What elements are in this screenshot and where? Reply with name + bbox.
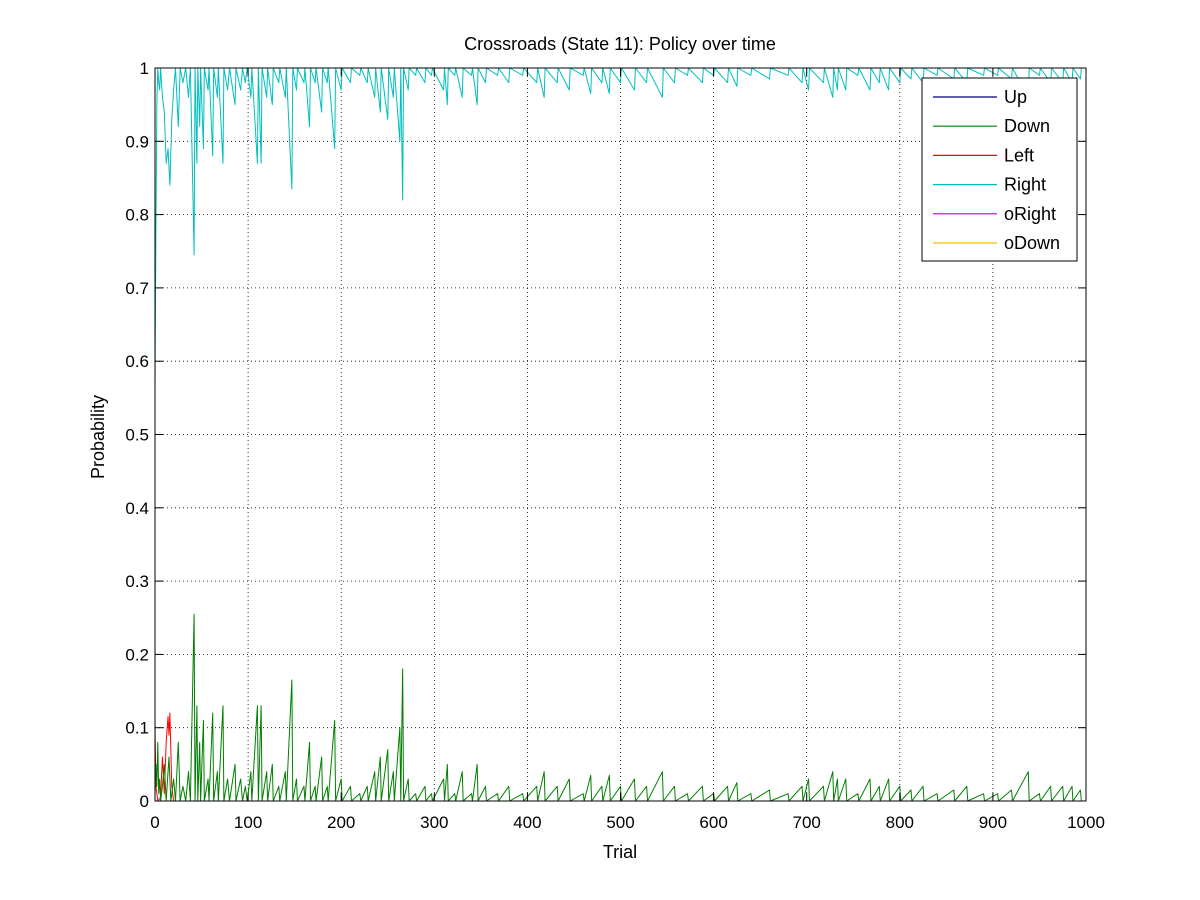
legend: Up Down Left Right oRight oDown: [921, 77, 1078, 262]
y-tick-label: 0: [140, 792, 149, 811]
legend-label-oright: oRight: [1004, 204, 1056, 224]
legend-label-left: Left: [1004, 145, 1034, 165]
x-tick-label: 200: [327, 813, 355, 832]
series-line-left: [154, 712, 1086, 802]
legend-label-right: Right: [1004, 175, 1046, 195]
legend-label-odown: oDown: [1004, 233, 1060, 253]
x-tick-label: 500: [606, 813, 634, 832]
y-tick-label: 0.9: [125, 132, 149, 151]
legend-label-up: Up: [1004, 87, 1027, 107]
series-line-right: [154, 67, 1086, 384]
x-tick-labels: 0 100 200 300 400 500 600 700 800 900 1000: [150, 813, 1105, 832]
legend-box: [921, 77, 1078, 262]
x-tick-label: 100: [234, 813, 262, 832]
x-tick-label: 600: [699, 813, 727, 832]
y-tick-label: 0.8: [125, 206, 149, 225]
axis-ticks: [154, 67, 1087, 802]
x-tick-label: 700: [793, 813, 821, 832]
legend-label-down: Down: [1004, 116, 1050, 136]
x-tick-label: 0: [150, 813, 159, 832]
y-tick-label: 0.6: [125, 352, 149, 371]
x-tick-label: 300: [420, 813, 448, 832]
legend-items: Up Down Left Right oRight oDown: [933, 87, 1060, 253]
x-tick-label: 800: [886, 813, 914, 832]
x-tick-label: 400: [513, 813, 541, 832]
x-tick-label: 1000: [1067, 813, 1105, 832]
y-tick-labels: 0 0.1 0.2 0.3 0.4 0.5 0.6 0.7 0.8 0.9 1: [125, 59, 149, 811]
chart-title: Crossroads (State 11): Policy over time: [464, 34, 776, 54]
y-tick-label: 1: [140, 59, 149, 78]
y-axis-label: Probability: [88, 395, 108, 479]
y-tick-label: 0.7: [125, 279, 149, 298]
x-axis-label: Trial: [603, 842, 637, 862]
y-tick-label: 0.3: [125, 572, 149, 591]
y-tick-label: 0.4: [125, 499, 149, 518]
x-tick-label: 900: [979, 813, 1007, 832]
y-tick-label: 0.1: [125, 719, 149, 738]
y-tick-label: 0.5: [125, 426, 149, 445]
y-tick-label: 0.2: [125, 645, 149, 664]
